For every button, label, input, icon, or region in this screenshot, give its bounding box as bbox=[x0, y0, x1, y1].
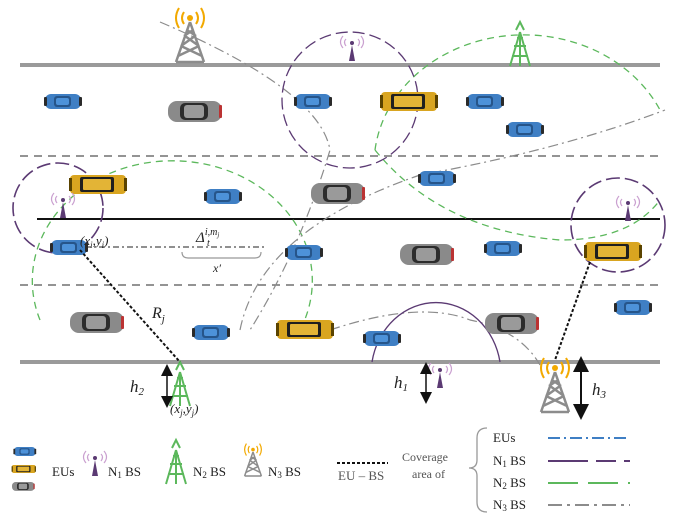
coverage-n3-top bbox=[159, 21, 331, 331]
legend-n2-label: N2 BS bbox=[193, 464, 226, 480]
eu-car bbox=[285, 245, 323, 260]
gray-car-icon bbox=[12, 482, 35, 491]
gray-car bbox=[168, 101, 222, 122]
xprime-label: x′ bbox=[212, 261, 221, 275]
coverage-areas bbox=[12, 21, 666, 366]
eu-car bbox=[506, 122, 544, 137]
eu-bs-links bbox=[79, 249, 591, 363]
eu-car bbox=[418, 171, 456, 186]
n1-bs-right bbox=[615, 195, 641, 222]
legend-coverage-brace bbox=[468, 427, 488, 513]
legend-n2: N2 BS bbox=[165, 439, 226, 485]
road bbox=[20, 63, 660, 364]
n2-bs-bottom bbox=[169, 361, 191, 407]
legend-cov-n3-label: N3 BS bbox=[493, 497, 526, 513]
h1-label: h1 bbox=[394, 373, 408, 394]
coverage-n1-right bbox=[570, 177, 666, 273]
eu-car bbox=[204, 189, 242, 204]
gray-car bbox=[400, 244, 454, 265]
h2-label: h2 bbox=[130, 377, 145, 398]
n3-bs-top bbox=[174, 6, 206, 64]
eu-car bbox=[363, 331, 401, 346]
taxi-car bbox=[69, 175, 127, 194]
legend-link-label: EU – BS bbox=[338, 468, 384, 483]
coverage-n3-bottom bbox=[329, 311, 541, 366]
eu-car bbox=[614, 300, 652, 315]
n2-bs-top bbox=[509, 21, 531, 67]
diagram-labels: (xi,yi) Δi,mj t x′ Rj h2 (xj,yj) h1 h3 bbox=[80, 227, 607, 418]
coverage-n2-left bbox=[31, 160, 313, 331]
legend-coverage-line2: area of bbox=[412, 467, 445, 481]
taxi-car bbox=[380, 92, 438, 111]
legend-link: EU – BS bbox=[337, 462, 388, 483]
legend-n3-label: N3 BS bbox=[268, 464, 301, 480]
eu-car bbox=[192, 325, 230, 340]
gray-car bbox=[311, 183, 365, 204]
link-eu-n3 bbox=[554, 261, 591, 361]
taxi-car bbox=[584, 242, 642, 261]
bs-coordinate-label: (xj,yj) bbox=[170, 401, 199, 418]
legend-cov-n2-label: N2 BS bbox=[493, 475, 526, 491]
h3-label: h3 bbox=[592, 380, 607, 401]
legend-cov-eus-label: EUs bbox=[493, 430, 515, 445]
legend-n1: N1 BS bbox=[82, 450, 141, 480]
legend-coverage-line1: Coverage bbox=[402, 450, 448, 464]
gray-car bbox=[485, 313, 539, 334]
legend-n1-label: N1 BS bbox=[108, 464, 141, 480]
n1-bs-top bbox=[339, 35, 365, 62]
xprime-brace bbox=[181, 251, 262, 259]
legend-eus-label: EUs bbox=[52, 464, 74, 479]
n1-bs-left bbox=[50, 192, 76, 219]
legend-n3: N3 BS bbox=[243, 442, 301, 480]
eu-car-icon bbox=[13, 447, 37, 456]
eu-car bbox=[294, 94, 332, 109]
gray-car bbox=[70, 312, 124, 333]
legend-coverage: Coverage area of EUs N1 BS N2 BS N3 BS bbox=[402, 427, 630, 513]
n3-bs-bottom bbox=[539, 356, 571, 414]
taxi-car-icon bbox=[11, 465, 36, 473]
legend: EUs N1 BS N2 BS N3 BS EU – BS Coverage a… bbox=[11, 427, 630, 513]
delta-sub-label: t bbox=[207, 238, 210, 249]
n1-bs-bottom bbox=[427, 362, 453, 389]
taxi-car bbox=[276, 320, 334, 339]
legend-cov-n1-label: N1 BS bbox=[493, 453, 526, 469]
eu-car bbox=[484, 241, 522, 256]
link-eu-n2 bbox=[79, 249, 181, 363]
eu-car bbox=[44, 94, 82, 109]
eu-coordinate-label: (xi,yi) bbox=[80, 233, 109, 250]
eu-car bbox=[466, 94, 504, 109]
legend-eus: EUs bbox=[11, 447, 74, 491]
n2-bs-icon bbox=[165, 439, 187, 485]
delta-label: Δi,mj bbox=[195, 227, 219, 246]
n1-bs-icon bbox=[82, 450, 108, 477]
n3-bs-icon bbox=[243, 442, 263, 477]
radius-label: Rj bbox=[151, 305, 165, 325]
base-stations bbox=[50, 6, 641, 414]
